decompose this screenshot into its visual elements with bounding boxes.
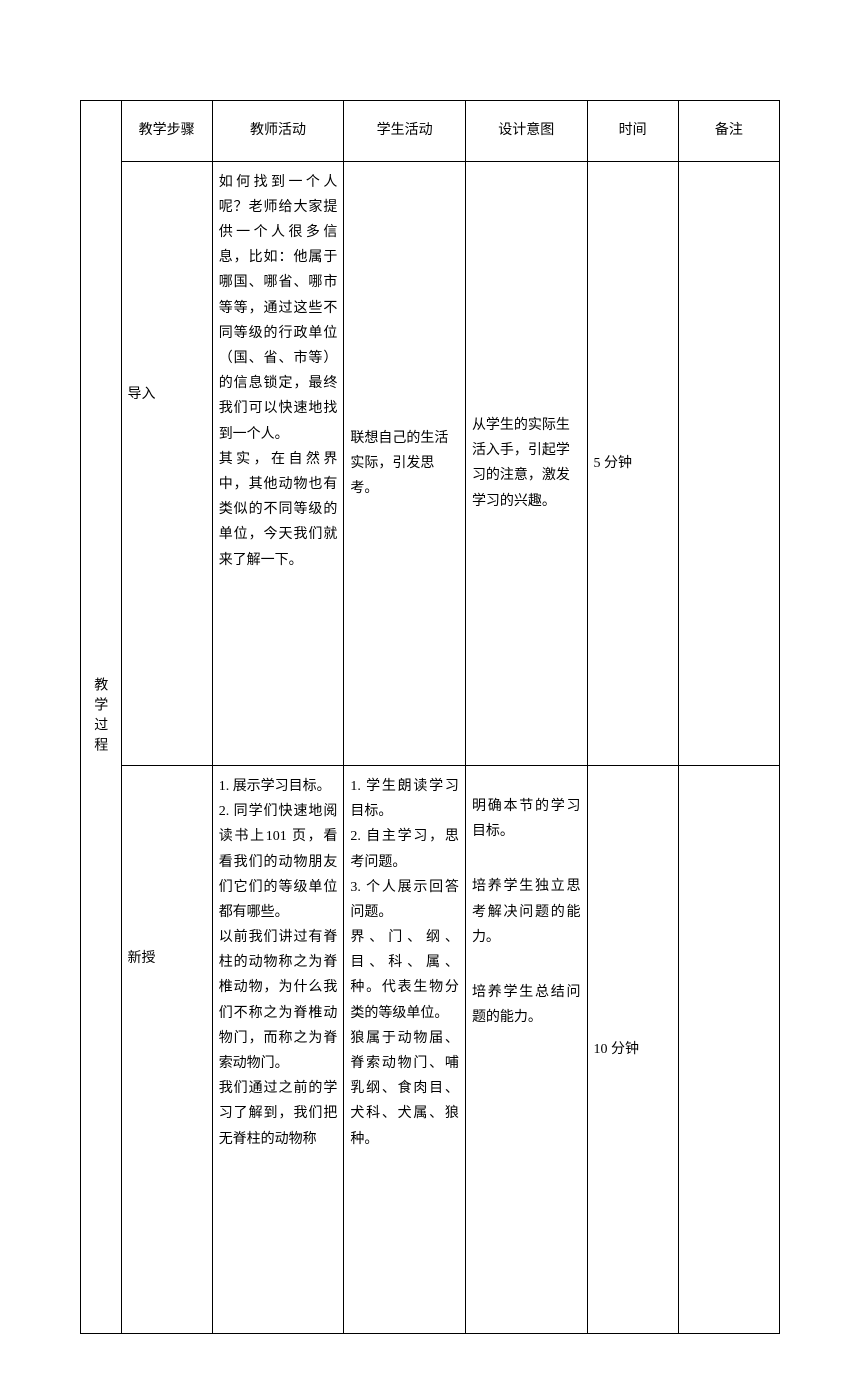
teacher-cell-1: 如何找到一个人呢？老师给大家提供一个人很多信息，比如：他属于哪国、哪省、哪市等等… (212, 161, 344, 765)
step-cell-1: 导入 (121, 161, 212, 765)
table-row: 新授 1. 展示学习目标。2. 同学们快速地阅读书上101 页，看看我们的动物朋… (81, 765, 780, 1333)
vertical-label: 教学过程 (87, 109, 112, 1325)
header-teacher: 教师活动 (212, 101, 344, 162)
time-cell-1: 5 分钟 (587, 161, 678, 765)
teacher-cell-2: 1. 展示学习目标。2. 同学们快速地阅读书上101 页，看看我们的动物朋友们它… (212, 765, 344, 1333)
header-step: 教学步骤 (121, 101, 212, 162)
lesson-plan-table: 教学过程 教学步骤 教师活动 学生活动 设计意图 时间 备注 导入 如何找到一个… (80, 100, 780, 1334)
table-header-row: 教学过程 教学步骤 教师活动 学生活动 设计意图 时间 备注 (81, 101, 780, 162)
notes-cell-1 (678, 161, 779, 765)
step-cell-2: 新授 (121, 765, 212, 1333)
intent-cell-1: 从学生的实际生活入手，引起学习的注意，激发学习的兴趣。 (465, 161, 587, 765)
student-cell-2: 1. 学生朗读学习目标。2. 自主学习，思考问题。3. 个人展示回答问题。界、门… (344, 765, 466, 1333)
time-cell-2: 10 分钟 (587, 765, 678, 1333)
intent-cell-2: 明确本节的学习目标。培养学生独立思考解决问题的能力。培养学生总结问题的能力。 (465, 765, 587, 1333)
header-notes: 备注 (678, 101, 779, 162)
vertical-label-cell: 教学过程 (81, 101, 122, 1334)
table-row: 导入 如何找到一个人呢？老师给大家提供一个人很多信息，比如：他属于哪国、哪省、哪… (81, 161, 780, 765)
notes-cell-2 (678, 765, 779, 1333)
student-cell-1: 联想自己的生活实际，引发思考。 (344, 161, 466, 765)
header-student: 学生活动 (344, 101, 466, 162)
header-time: 时间 (587, 101, 678, 162)
header-intent: 设计意图 (465, 101, 587, 162)
